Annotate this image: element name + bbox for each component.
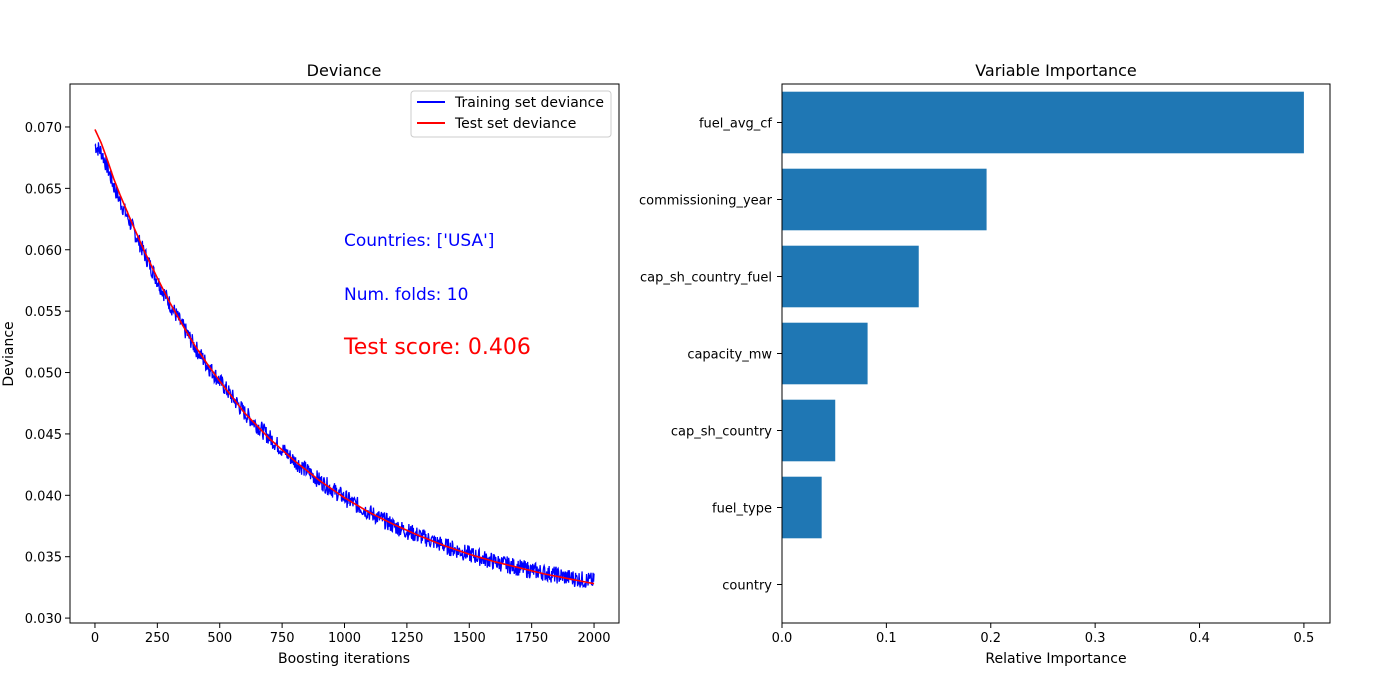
legend-test-label: Test set deviance	[454, 116, 576, 132]
x-tick-label: 0	[91, 631, 99, 646]
importance-x-axis: 0.0 0.1 0.2 0.3 0.4 0.5	[772, 623, 1315, 646]
importance-bar-cap-sh-country	[782, 399, 836, 462]
category-label: commissioning_year	[639, 194, 773, 209]
category-label: cap_sh_country	[671, 425, 772, 440]
deviance-y-axis: 0.030 0.035 0.040 0.045 0.050 0.055 0.060 0.065…	[25, 121, 70, 627]
x-tick-label: 0.1	[876, 631, 897, 646]
y-tick-label: 0.055	[25, 305, 62, 320]
legend-box	[410, 90, 612, 138]
x-tick-label: 1750	[515, 631, 548, 646]
y-tick-label: 0.040	[25, 489, 62, 504]
y-tick-label: 0.065	[25, 182, 62, 197]
x-tick-label: 0.5	[1294, 631, 1315, 646]
test-score-annotation: Test score: 0.406	[343, 335, 531, 360]
deviance-y-axis-label: Deviance	[1, 321, 17, 386]
x-tick-label: 0.2	[980, 631, 1001, 646]
importance-bar-capacity-mw	[782, 322, 868, 385]
x-tick-label: 750	[270, 631, 295, 646]
y-tick-label: 0.045	[25, 428, 62, 443]
deviance-legend: Training set deviance Test set deviance	[410, 90, 612, 138]
legend-training-label: Training set deviance	[454, 95, 604, 111]
importance-x-axis-label: Relative Importance	[985, 651, 1126, 667]
x-tick-label: 1250	[390, 631, 423, 646]
x-tick-label: 0.0	[772, 631, 793, 646]
test-deviance-line	[94, 129, 595, 585]
importance-y-axis: fuel_avg_cf commissioning_year cap_sh_coun…	[639, 117, 782, 594]
y-tick-label: 0.030	[25, 612, 62, 627]
x-tick-label: 500	[207, 631, 232, 646]
y-tick-label: 0.070	[25, 121, 62, 136]
category-label: capacity_mw	[687, 348, 772, 363]
deviance-chart-title: Deviance	[307, 61, 382, 80]
importance-chart: Variable Importance 0.0 0.1 0.2 0.3 0.4 0.5 f…	[639, 61, 1331, 667]
x-tick-label: 0.4	[1189, 631, 1210, 646]
y-tick-label: 0.035	[25, 551, 62, 566]
category-label: country	[722, 579, 772, 594]
importance-bar-fuel-type	[782, 476, 822, 539]
x-tick-label: 250	[145, 631, 170, 646]
deviance-x-axis-label: Boosting iterations	[278, 651, 410, 667]
importance-chart-title: Variable Importance	[975, 61, 1137, 80]
num-folds-annotation: Num. folds: 10	[344, 285, 468, 305]
y-tick-label: 0.050	[25, 367, 62, 382]
deviance-x-axis: 0 250 500 750 1000 1250 1500 1750 2000	[91, 623, 611, 646]
y-tick-label: 0.060	[25, 244, 62, 259]
x-tick-label: 1500	[453, 631, 486, 646]
countries-annotation: Countries: ['USA']	[344, 231, 494, 251]
training-deviance-line	[94, 142, 595, 589]
importance-bar-fuel-avg-cf	[782, 91, 1304, 154]
x-tick-label: 1000	[328, 631, 361, 646]
x-tick-label: 0.3	[1085, 631, 1106, 646]
deviance-plot-area	[94, 129, 595, 589]
category-label: fuel_avg_cf	[699, 117, 772, 132]
category-label: cap_sh_country_fuel	[640, 271, 772, 286]
x-tick-label: 2000	[577, 631, 610, 646]
category-label: fuel_type	[712, 502, 772, 517]
importance-bar-commissioning-year	[782, 168, 987, 231]
deviance-chart: Deviance 0 250 500 750 1000 1250 1500 1750 2000 …	[1, 61, 620, 667]
importance-bar-cap-sh-country-fuel	[782, 245, 919, 308]
importance-bars	[782, 91, 1304, 539]
